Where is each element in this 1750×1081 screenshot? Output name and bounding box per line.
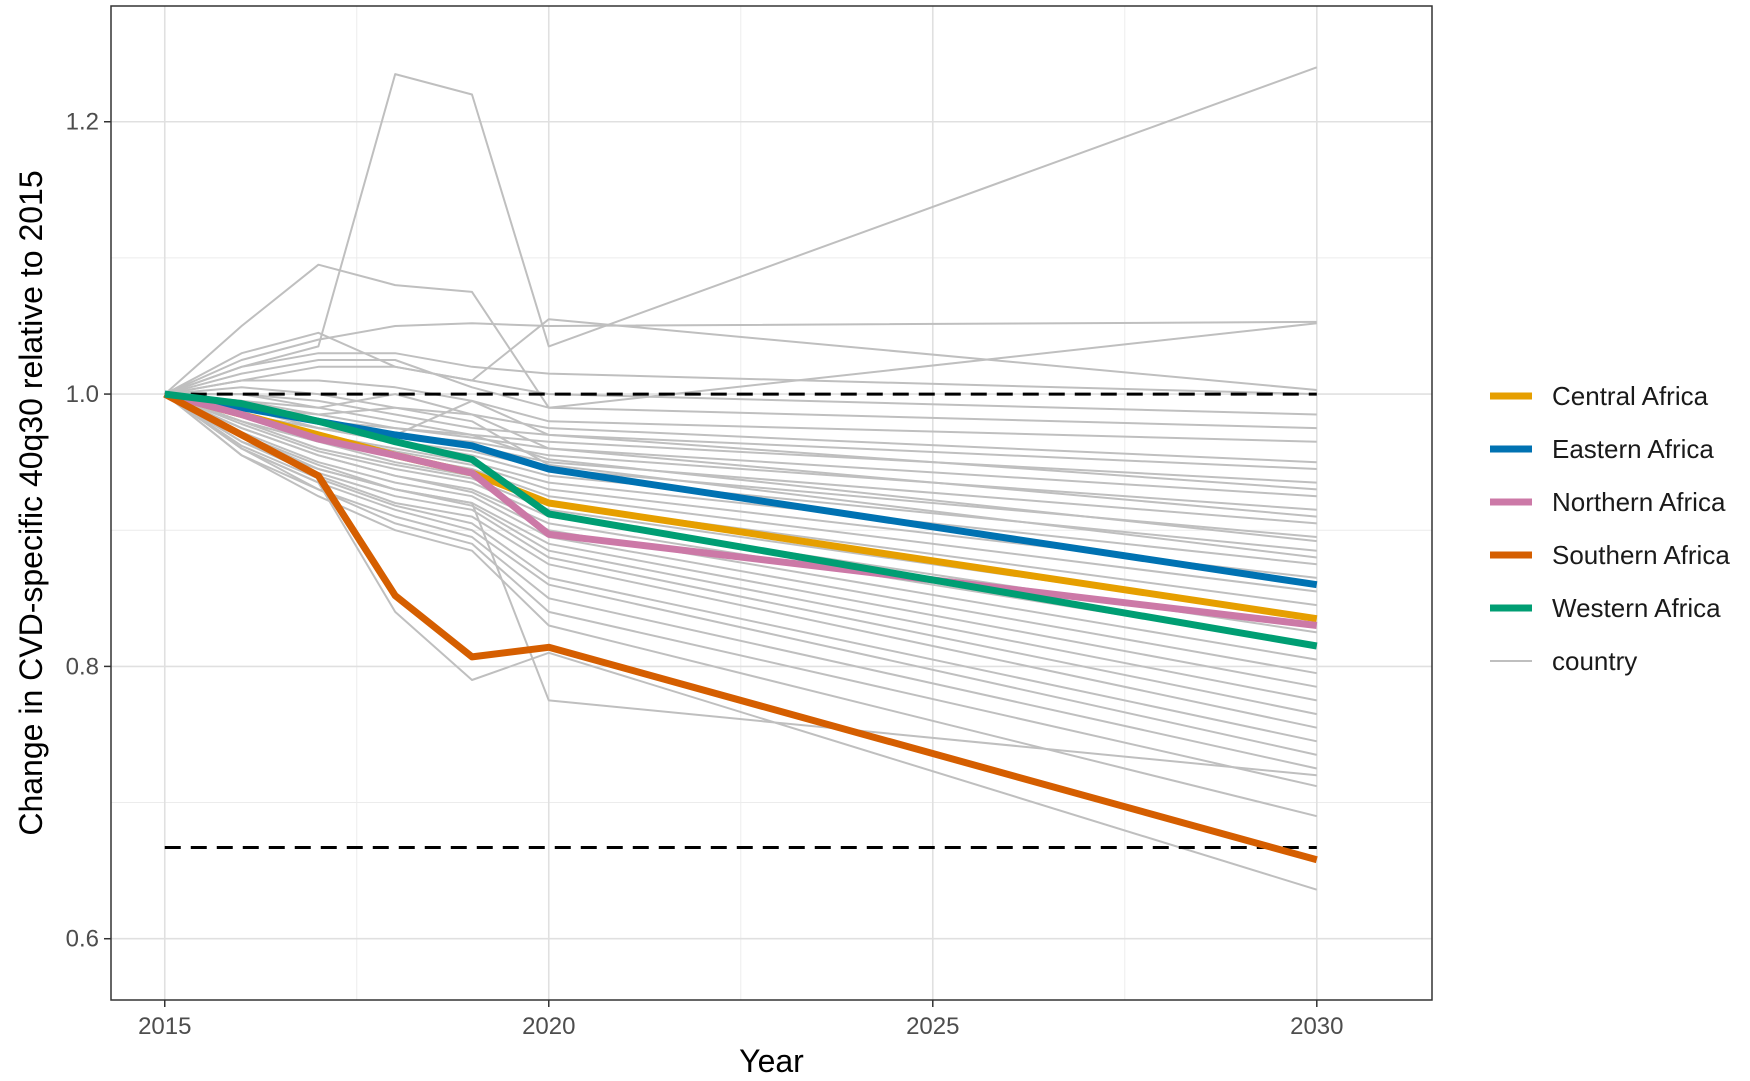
y-axis: 0.6 0.8 1.0 1.2	[66, 109, 111, 953]
y-tick-label: 1.2	[66, 109, 99, 136]
legend-label: Southern Africa	[1552, 540, 1730, 570]
series-line-southern-africa	[163, 391, 1318, 864]
y-tick-label: 0.6	[66, 926, 99, 953]
legend-label: Northern Africa	[1552, 487, 1726, 517]
country-line	[164, 393, 1318, 743]
x-tick-label: 2015	[138, 1013, 191, 1040]
country-line	[164, 359, 1317, 430]
x-axis: 2015 2020 2025 2030	[138, 1000, 1343, 1040]
region-lines	[163, 390, 1318, 864]
y-axis-title: Change in CVD-specific 40q30 relative to…	[13, 170, 49, 835]
y-tick-label: 0.8	[66, 653, 99, 680]
reference-lines	[164, 392, 1317, 849]
x-tick-label: 2030	[1290, 1013, 1343, 1040]
series-line-eastern-africa	[164, 390, 1318, 589]
country-line	[164, 393, 1317, 518]
country-line	[164, 352, 1317, 396]
series-line-western-africa	[164, 390, 1318, 650]
legend-label: Central Africa	[1552, 381, 1709, 411]
x-axis-title: Year	[739, 1043, 804, 1079]
grid-minor	[111, 6, 1432, 1000]
country-line	[164, 379, 1317, 443]
y-tick-label: 1.0	[66, 381, 99, 408]
country-line	[164, 320, 1317, 396]
legend: Central Africa Eastern Africa Northern Afr…	[1490, 381, 1730, 676]
legend-label: country	[1552, 646, 1637, 676]
x-tick-label: 2025	[906, 1013, 959, 1040]
country-line	[164, 393, 1317, 777]
x-tick-label: 2020	[522, 1013, 575, 1040]
legend-label: Eastern Africa	[1552, 434, 1714, 464]
series-line-northern-africa	[163, 390, 1318, 629]
legend-label: Western Africa	[1552, 593, 1721, 623]
country-line	[164, 393, 1318, 891]
country-line	[164, 393, 1318, 818]
plot-panel-border	[110, 5, 1433, 1001]
